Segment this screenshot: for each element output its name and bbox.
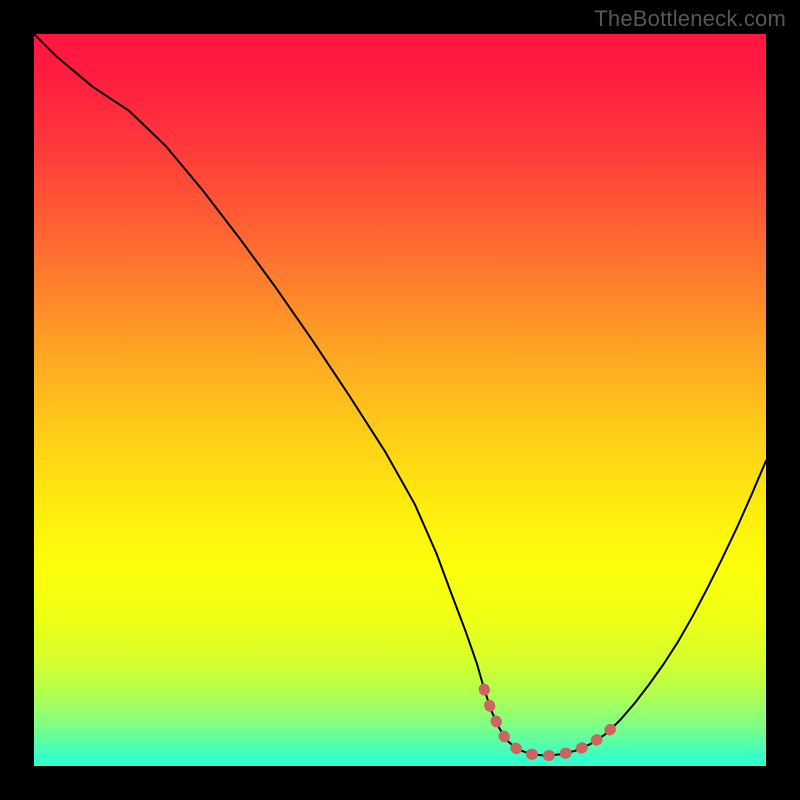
plot-background	[34, 34, 766, 766]
plot-svg	[34, 34, 766, 766]
chart-stage: TheBottleneck.com	[0, 0, 800, 800]
bottleneck-plot	[34, 34, 766, 766]
watermark-text: TheBottleneck.com	[594, 6, 786, 32]
